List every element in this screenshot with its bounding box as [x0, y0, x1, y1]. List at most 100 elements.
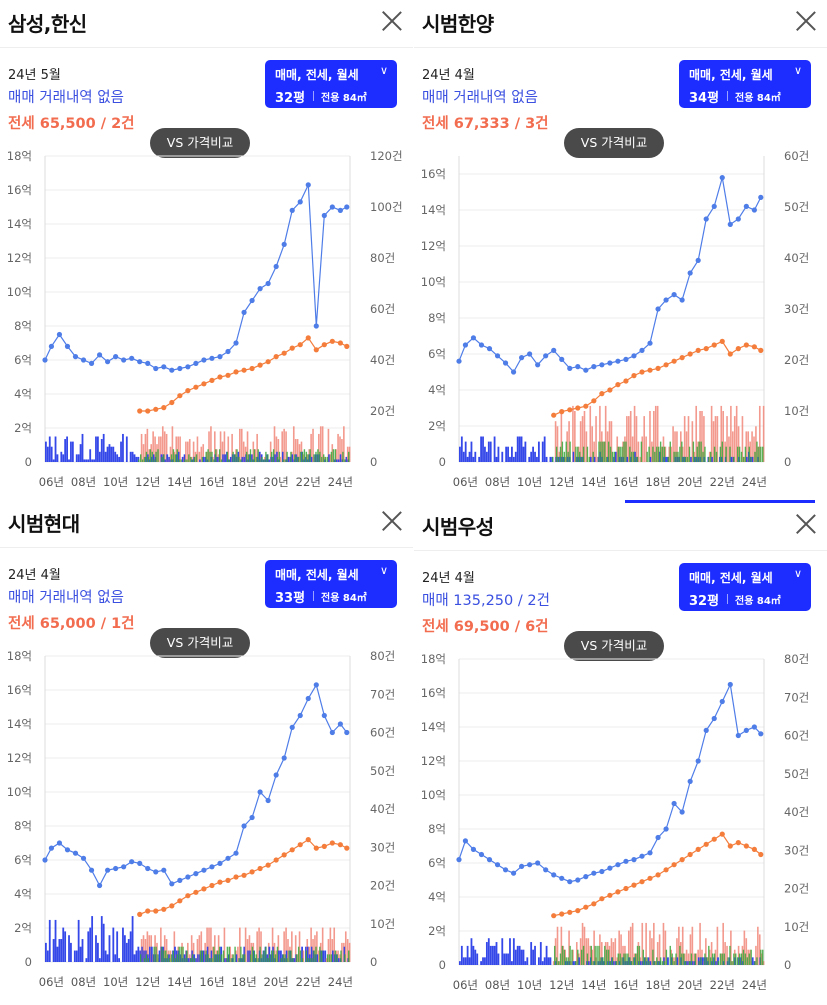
- sale-volume-bar: [468, 957, 471, 965]
- pyeong-label: 32평: [689, 594, 720, 609]
- sale-price-point: [679, 297, 685, 303]
- vs-compare-button[interactable]: VS 가격비교: [564, 631, 664, 661]
- jeonse-volume-bar: [252, 441, 255, 462]
- x-tick-label: 12년: [549, 475, 574, 489]
- jeonse-price-point: [559, 911, 565, 917]
- wolse-volume-bar: [690, 953, 693, 965]
- jeonse-volume-bar: [212, 456, 214, 462]
- jeonse-volume-bar: [144, 433, 147, 462]
- sale-volume-bar: [168, 456, 171, 462]
- deal-type-filter-button[interactable]: 매매, 전세, 월세 ∨ 32평 전용 84㎡: [265, 60, 397, 108]
- close-icon[interactable]: [381, 10, 403, 32]
- sale-volume-bar: [104, 451, 107, 462]
- filter-label: 매매, 전세, 월세: [689, 571, 773, 585]
- jeonse-volume-bar: [656, 942, 659, 965]
- vs-compare-button[interactable]: VS 가격비교: [564, 128, 664, 158]
- jeonse-volume-bar: [246, 431, 249, 462]
- deal-type-filter-button[interactable]: 매매, 전세, 월세 ∨ 34평 전용 84㎡: [679, 60, 811, 108]
- jeonse-price-point: [607, 387, 613, 393]
- y-left-tick-label: 14억: [421, 203, 446, 217]
- jeonse-volume-bar: [221, 441, 224, 462]
- jeonse-volume-bar: [552, 961, 555, 965]
- sale-volume-bar: [98, 958, 101, 962]
- jeonse-volume-bar: [693, 953, 696, 965]
- wolse-volume-bar: [725, 446, 727, 462]
- jeonse-volume-bar: [161, 426, 164, 462]
- jeonse-volume-bar: [741, 416, 744, 462]
- sale-price-point: [519, 355, 525, 361]
- jeonse-volume-bar: [292, 426, 295, 462]
- y-right-tick-label: 20건: [784, 353, 809, 367]
- sale-price-point: [48, 343, 55, 349]
- wolse-volume-bar: [166, 954, 169, 962]
- deal-type-filter-button[interactable]: 매매, 전세, 월세 ∨ 33평 전용 84㎡: [265, 560, 397, 608]
- y-right-tick-label: 80건: [370, 650, 395, 663]
- wolse-volume-bar: [286, 451, 288, 462]
- wolse-volume-bar: [315, 946, 317, 962]
- jeonse-price-point: [758, 347, 764, 353]
- wolse-volume-bar: [299, 950, 302, 962]
- sale-volume-bar: [71, 441, 74, 462]
- wolse-volume-bar: [663, 961, 666, 965]
- jeonse-volume-bar: [579, 421, 582, 462]
- wolse-volume-bar: [604, 441, 606, 462]
- wolse-volume-bar: [155, 451, 157, 462]
- wolse-volume-bar: [683, 456, 685, 462]
- x-tick-label: 10년: [103, 975, 128, 989]
- sale-volume-bar: [543, 436, 546, 462]
- wolse-volume-bar: [217, 950, 219, 962]
- sale-price-point: [559, 356, 565, 362]
- sale-price-point: [478, 342, 485, 348]
- sale-volume-bar: [224, 454, 226, 462]
- sale-volume-bar: [482, 957, 484, 965]
- sale-price-point: [510, 369, 517, 375]
- jeonse-price-point: [137, 408, 143, 414]
- jeonse-volume-bar: [683, 953, 686, 965]
- sale-price-point: [281, 241, 287, 247]
- vs-compare-button[interactable]: VS 가격비교: [150, 628, 250, 658]
- jeonse-volume-bar: [579, 938, 582, 965]
- jeonse-volume-bar: [735, 405, 738, 462]
- vs-compare-button[interactable]: VS 가격비교: [150, 128, 250, 158]
- sale-volume-bar: [537, 957, 540, 965]
- deal-type-filter-button[interactable]: 매매, 전세, 월세 ∨ 32평 전용 84㎡: [679, 563, 811, 611]
- sale-price-point: [494, 353, 501, 359]
- wolse-volume-bar: [209, 958, 211, 962]
- sale-volume-bar: [122, 433, 124, 462]
- jeonse-volume-bar: [722, 922, 724, 965]
- jeonse-summary: 전세 67,333 / 3건: [422, 116, 549, 132]
- wolse-volume-bar: [652, 446, 654, 462]
- jeonse-price-point: [583, 403, 589, 409]
- wolse-volume-bar: [309, 958, 311, 962]
- wolse-volume-bar: [561, 945, 564, 965]
- wolse-volume-bar: [559, 446, 562, 462]
- wolse-volume-bar: [565, 441, 567, 462]
- close-icon[interactable]: [795, 10, 817, 32]
- jeonse-volume-bar: [239, 927, 241, 962]
- jeonse-volume-bar: [699, 411, 701, 462]
- sale-volume-bar: [75, 950, 78, 962]
- close-icon[interactable]: [795, 513, 817, 535]
- sale-price-point: [289, 724, 295, 730]
- jeonse-price-point: [241, 367, 247, 373]
- sale-volume-bar: [537, 441, 540, 462]
- sale-price-point: [607, 360, 613, 366]
- x-tick-label: 06년: [453, 978, 478, 992]
- x-tick-label: 14년: [581, 475, 606, 489]
- wolse-volume-bar: [297, 456, 300, 462]
- sale-volume-bar: [137, 946, 140, 962]
- sale-price-point: [567, 879, 573, 885]
- sale-volume-bar: [87, 931, 90, 962]
- close-icon[interactable]: [381, 510, 403, 532]
- sale-volume-bar: [514, 949, 517, 965]
- sale-price-point: [113, 354, 119, 360]
- x-tick-label: 14년: [167, 475, 192, 489]
- sale-price-point: [241, 309, 247, 315]
- jeonse-volume-bar: [687, 953, 690, 965]
- sale-price-point: [510, 870, 517, 876]
- jeonse-volume-bar: [163, 431, 166, 462]
- jeonse-volume-bar: [190, 935, 193, 962]
- sale-price-point: [615, 862, 621, 868]
- sale-volume-bar: [46, 446, 49, 462]
- jeonse-price-point: [321, 843, 327, 849]
